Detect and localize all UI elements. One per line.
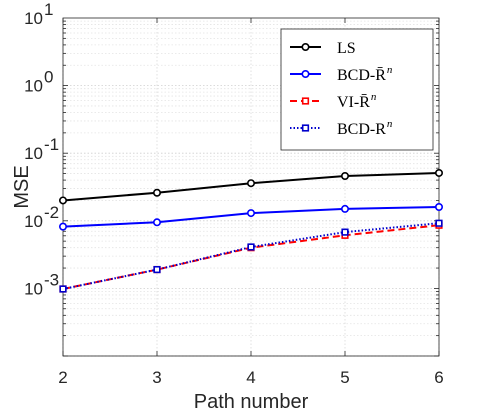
- data-point: [247, 179, 256, 188]
- y-axis-label: MSE: [11, 165, 33, 208]
- legend-label: BCD-R̄: [337, 67, 386, 84]
- legend-marker: [301, 42, 310, 51]
- data-point: [153, 265, 161, 274]
- legend-label-superscript: n: [371, 91, 377, 103]
- series-4: [59, 219, 443, 293]
- y-tick-label: 10: [24, 212, 43, 231]
- data-point: [153, 188, 162, 197]
- legend-marker: [301, 124, 310, 132]
- y-tick-exponent: 0: [44, 68, 53, 87]
- y-tick-exponent: -2: [44, 203, 59, 222]
- legend-marker: [301, 70, 310, 79]
- data-point: [434, 203, 443, 212]
- x-tick-label: 3: [152, 368, 161, 387]
- x-tick-label: 2: [58, 368, 67, 387]
- y-tick-label: 10: [24, 279, 43, 298]
- x-tick-label: 5: [340, 368, 349, 387]
- y-tick-exponent: 1: [44, 0, 53, 19]
- data-point: [247, 209, 256, 218]
- x-axis-label: Path number: [194, 391, 309, 413]
- data-point: [153, 218, 162, 227]
- x-tick-label: 4: [246, 368, 255, 387]
- data-point: [247, 243, 255, 251]
- legend-marker: [301, 97, 310, 105]
- legend-label: LS: [337, 40, 356, 57]
- y-tick-exponent: -1: [44, 135, 59, 154]
- data-point: [341, 228, 349, 236]
- legend-item: BCD-R n: [290, 118, 393, 138]
- legend-item: LS: [290, 40, 356, 57]
- y-tick-label: 10: [24, 144, 43, 163]
- data-point: [58, 196, 67, 205]
- series-1: [58, 168, 443, 205]
- y-tick-label: 10: [24, 77, 43, 96]
- data-point: [435, 219, 443, 227]
- legend-label-superscript: n: [387, 64, 393, 76]
- data-point: [59, 285, 67, 293]
- y-tick-label: 10: [24, 9, 43, 28]
- data-point: [58, 222, 67, 231]
- data-point: [434, 168, 443, 177]
- legend-label: VI-R̄: [337, 94, 370, 111]
- data-point: [340, 171, 349, 180]
- x-tick-label: 6: [434, 368, 443, 387]
- legend-item: VI-R̄ n: [290, 91, 377, 111]
- legend-label: BCD-R: [337, 121, 386, 138]
- legend-label-superscript: n: [387, 118, 393, 130]
- y-tick-exponent: -3: [44, 270, 59, 289]
- series-layer: [58, 168, 443, 293]
- legend-item: BCD-R̄ n: [290, 64, 393, 84]
- series-2: [58, 203, 443, 231]
- data-point: [340, 204, 349, 213]
